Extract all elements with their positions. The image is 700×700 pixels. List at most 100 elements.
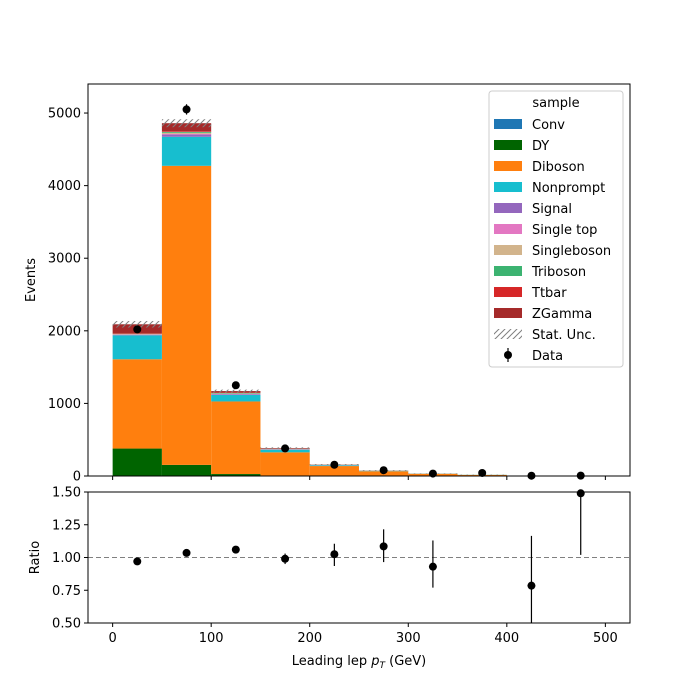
main-y-tick-label-1: 1000: [48, 397, 81, 412]
ratio-point-0: [133, 557, 142, 566]
bar-segment-dy-bin-1: [161, 464, 212, 476]
bar-segment-signal-bin-0: [112, 334, 162, 336]
bar-segment-single-top-bin-1: [161, 133, 212, 135]
legend-label-single-top: Single top: [532, 223, 597, 238]
bar-segment-diboson-bin-4: [309, 466, 359, 476]
stat-unc-band-bin-2: [211, 389, 261, 393]
x-axis-label-main: Leading lep: [292, 654, 371, 669]
bar-segment-triboson-bin-1: [161, 131, 212, 133]
legend-swatch-signal: [494, 203, 522, 213]
legend: sample Conv DY Diboson Nonprompt Signal Singl…: [488, 90, 624, 368]
bar-segment-diboson-bin-2: [211, 401, 261, 475]
data-point-2: [231, 381, 240, 390]
legend-label-dy: DY: [532, 139, 549, 154]
bar-segment-diboson-bin-0: [112, 359, 162, 449]
ratio-y-tick-label-2: 1.00: [52, 551, 81, 566]
legend-label-data: Data: [532, 349, 563, 364]
x-tick-label-3: 300: [396, 631, 421, 646]
ratio-y-tick-label-4: 1.50: [52, 486, 81, 501]
x-axis-label: Leading lep pT (GeV): [292, 654, 426, 671]
ratio-point-6: [428, 562, 437, 571]
legend-swatch-triboson: [494, 266, 522, 276]
ratio-point-4: [330, 550, 339, 559]
ratio-point-8: [576, 489, 585, 498]
legend-label-stat-unc-: Stat. Unc.: [532, 328, 596, 343]
bar-segment-singleboson-bin-1: [161, 132, 212, 134]
bar-segment-diboson-bin-3: [260, 452, 310, 476]
legend-label-nonprompt: Nonprompt: [532, 181, 605, 196]
main-y-tick-label-5: 5000: [48, 107, 81, 122]
x-axis-label-sub: T: [379, 661, 386, 671]
legend-swatch-ttbar: [494, 287, 522, 297]
legend-swatch-conv: [494, 119, 522, 129]
ratio-point-1: [182, 548, 191, 557]
ratio-point-5: [379, 542, 388, 551]
legend-swatch-singleboson: [494, 245, 522, 255]
main-x-ticks: [112, 476, 606, 480]
legend-items: Conv DY Diboson Nonprompt Signal Single top Si…: [494, 118, 611, 364]
legend-box: [488, 90, 624, 368]
bar-segment-nonprompt-bin-2: [211, 394, 261, 402]
bar-segment-signal-bin-1: [161, 134, 212, 137]
legend-label-signal: Signal: [532, 202, 572, 217]
main-y-tick-label-3: 3000: [48, 252, 81, 267]
ratio-point-7: [527, 581, 536, 590]
legend-label-triboson: Triboson: [531, 265, 586, 280]
data-points: [133, 104, 585, 480]
ratio-y-axis-label: Ratio: [28, 541, 43, 574]
x-tick-label-5: 500: [593, 631, 618, 646]
x-tick-label-4: 400: [494, 631, 519, 646]
bar-segment-nonprompt-bin-0: [112, 335, 162, 360]
stat-unc-band-bin-0: [112, 321, 162, 328]
legend-swatch-zgamma: [494, 308, 522, 318]
bar-segment-signal-bin-2: [211, 394, 261, 395]
legend-swatch-data: [504, 351, 512, 359]
main-y-tick-label-4: 4000: [48, 179, 81, 194]
legend-swatch-dy: [494, 140, 522, 150]
ratio-y-tick-label-1: 0.75: [52, 584, 81, 599]
ratio-plot-frame: [87, 491, 631, 624]
bar-segment-nonprompt-bin-1: [161, 136, 212, 166]
data-point-4: [330, 460, 339, 469]
legend-swatch-single-top: [494, 224, 522, 234]
legend-label-diboson: Diboson: [532, 160, 585, 175]
ratio-points: [133, 489, 585, 623]
data-point-7: [478, 468, 487, 477]
legend-swatch-nonprompt: [494, 182, 522, 192]
x-tick-label-2: 200: [297, 631, 322, 646]
bar-segment-dy-bin-2: [211, 474, 261, 476]
legend-label-singleboson: Singleboson: [532, 244, 611, 259]
legend-label-zgamma: ZGamma: [532, 307, 592, 322]
bar-segment-ttbar-bin-1: [161, 131, 212, 132]
x-axis-label-var: p: [370, 654, 379, 669]
bar-segment-triboson-bin-2: [211, 392, 261, 394]
legend-swatch-stat-unc-: [494, 329, 522, 339]
legend-swatch-diboson: [494, 161, 522, 171]
legend-label-ttbar: Ttbar: [531, 286, 567, 301]
x-tick-label-1: 100: [199, 631, 224, 646]
main-y-ticks: 0 1000 2000 3000 4000 5000: [48, 107, 88, 485]
ratio-y-tick-label-3: 1.25: [52, 518, 81, 533]
ratio-x-ticks: 0 100 200 300 400 500: [108, 623, 618, 646]
main-plot-frame: [87, 83, 631, 477]
data-point-1: [182, 105, 191, 114]
data-point-0: [133, 325, 142, 334]
main-y-axis-label: Events: [24, 258, 39, 302]
x-axis-label-unit: (GeV): [385, 654, 426, 669]
x-tick-label-0: 0: [108, 631, 116, 646]
ratio-point-3: [281, 554, 290, 563]
ratio-point-2: [231, 545, 240, 554]
legend-label-conv: Conv: [532, 118, 565, 133]
legend-title: sample: [532, 96, 579, 111]
bar-segment-diboson-bin-1: [161, 165, 212, 465]
ratio-y-tick-label-0: 0.50: [52, 617, 81, 632]
bar-segment-dy-bin-0: [112, 448, 162, 476]
ratio-y-ticks: 0.50 0.75 1.00 1.25 1.50: [52, 486, 88, 632]
stat-unc-band-bin-1: [161, 119, 212, 128]
main-y-tick-label-0: 0: [73, 470, 81, 485]
ratio-plot-panel: 0 100 200 300 400 500 0.50 0.75 1.00 1.25 1.50 Ra…: [28, 486, 631, 671]
data-point-5: [379, 466, 388, 475]
main-y-tick-label-2: 2000: [48, 324, 81, 339]
data-point-3: [281, 444, 290, 453]
